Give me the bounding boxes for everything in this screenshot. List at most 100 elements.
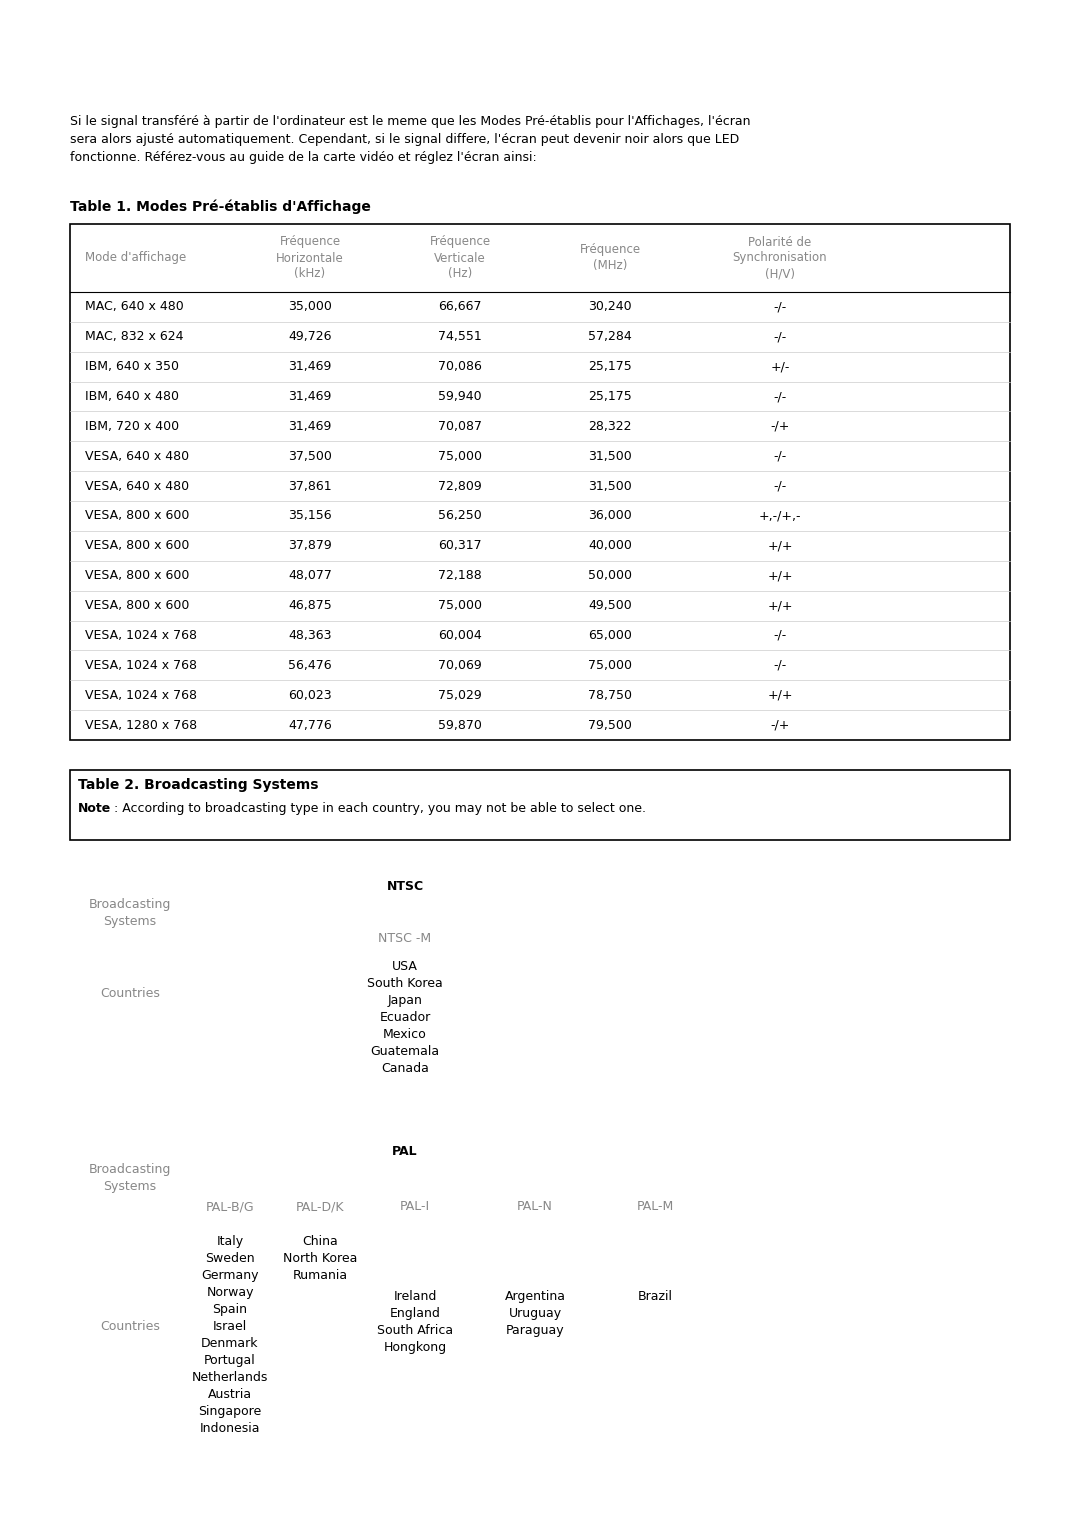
Text: China
North Korea
Rumania: China North Korea Rumania (283, 1235, 357, 1282)
Text: VESA, 800 x 600: VESA, 800 x 600 (85, 509, 189, 523)
Text: PAL-B/G: PAL-B/G (205, 1199, 254, 1213)
Text: IBM, 640 x 350: IBM, 640 x 350 (85, 361, 179, 373)
Text: 35,000: 35,000 (288, 301, 332, 313)
Text: Polarité de
Synchronisation
(H/V): Polarité de Synchronisation (H/V) (732, 235, 827, 281)
Text: 25,175: 25,175 (589, 390, 632, 403)
Text: +/+: +/+ (767, 689, 793, 701)
Text: 56,476: 56,476 (288, 659, 332, 672)
Text: 56,250: 56,250 (438, 509, 482, 523)
Text: Broadcasting
Systems: Broadcasting Systems (89, 898, 172, 927)
Text: 36,000: 36,000 (589, 509, 632, 523)
Bar (70, 770, 1010, 840)
Text: 75,000: 75,000 (438, 449, 482, 463)
Text: VESA, 640 x 480: VESA, 640 x 480 (85, 449, 189, 463)
Text: Si le signal transféré à partir de l'ordinateur est le meme que les Modes Pré-ét: Si le signal transféré à partir de l'ord… (70, 115, 751, 128)
Text: 60,317: 60,317 (438, 539, 482, 552)
Text: 31,469: 31,469 (288, 361, 332, 373)
Text: 31,469: 31,469 (288, 390, 332, 403)
Text: Italy
Sweden
Germany
Norway
Spain
Israel
Denmark
Portugal
Netherlands
Austria
Si: Italy Sweden Germany Norway Spain Israel… (192, 1235, 268, 1435)
Text: -/+: -/+ (770, 420, 789, 432)
Text: 31,469: 31,469 (288, 420, 332, 432)
Text: sera alors ajusté automatiquement. Cependant, si le signal differe, l'écran peut: sera alors ajusté automatiquement. Cepen… (70, 133, 739, 147)
Text: Fréquence
(MHz): Fréquence (MHz) (580, 243, 640, 272)
Text: 35,156: 35,156 (288, 509, 332, 523)
Text: 59,940: 59,940 (438, 390, 482, 403)
Text: Mode d'affichage: Mode d'affichage (85, 252, 186, 264)
Text: -/-: -/- (773, 301, 786, 313)
Text: 65,000: 65,000 (589, 630, 632, 642)
Text: PAL-I: PAL-I (400, 1199, 430, 1213)
Text: 37,879: 37,879 (288, 539, 332, 552)
Text: PAL-N: PAL-N (517, 1199, 553, 1213)
Text: +/+: +/+ (767, 539, 793, 552)
Text: +/+: +/+ (767, 599, 793, 613)
Text: 28,322: 28,322 (589, 420, 632, 432)
Text: 31,500: 31,500 (589, 449, 632, 463)
Text: 50,000: 50,000 (588, 570, 632, 582)
Text: 31,500: 31,500 (589, 480, 632, 492)
Text: 70,069: 70,069 (438, 659, 482, 672)
Text: 48,363: 48,363 (288, 630, 332, 642)
Text: 70,086: 70,086 (438, 361, 482, 373)
Text: 37,861: 37,861 (288, 480, 332, 492)
Text: MAC, 832 x 624: MAC, 832 x 624 (85, 330, 184, 344)
Text: 70,087: 70,087 (438, 420, 482, 432)
Text: IBM, 640 x 480: IBM, 640 x 480 (85, 390, 179, 403)
Text: Table 1. Modes Pré-établis d'Affichage: Table 1. Modes Pré-établis d'Affichage (70, 200, 370, 214)
Text: VESA, 800 x 600: VESA, 800 x 600 (85, 599, 189, 613)
Text: Countries: Countries (100, 1320, 160, 1332)
Text: +/+: +/+ (767, 570, 793, 582)
Bar (70, 225, 1010, 740)
Text: PAL-M: PAL-M (636, 1199, 674, 1213)
Text: : According to broadcasting type in each country, you may not be able to select : : According to broadcasting type in each… (110, 802, 646, 814)
Text: 72,809: 72,809 (438, 480, 482, 492)
Text: Note: Note (78, 802, 111, 814)
Text: fonctionne. Référez-vous au guide de la carte vidéo et réglez l'écran ainsi:: fonctionne. Référez-vous au guide de la … (70, 151, 537, 163)
Text: VESA, 1024 x 768: VESA, 1024 x 768 (85, 689, 197, 701)
Text: 46,875: 46,875 (288, 599, 332, 613)
Text: 60,023: 60,023 (288, 689, 332, 701)
Text: 79,500: 79,500 (589, 718, 632, 732)
Text: 72,188: 72,188 (438, 570, 482, 582)
Text: 75,000: 75,000 (438, 599, 482, 613)
Text: -/-: -/- (773, 449, 786, 463)
Text: Fréquence
Horizontale
(kHz): Fréquence Horizontale (kHz) (276, 235, 343, 281)
Text: VESA, 800 x 600: VESA, 800 x 600 (85, 570, 189, 582)
Text: 78,750: 78,750 (588, 689, 632, 701)
Text: -/-: -/- (773, 659, 786, 672)
Text: 49,500: 49,500 (589, 599, 632, 613)
Text: 66,667: 66,667 (438, 301, 482, 313)
Text: 30,240: 30,240 (589, 301, 632, 313)
Text: Countries: Countries (100, 987, 160, 999)
Text: VESA, 1024 x 768: VESA, 1024 x 768 (85, 659, 197, 672)
Text: PAL-D/K: PAL-D/K (296, 1199, 345, 1213)
Text: NTSC -M: NTSC -M (378, 932, 432, 944)
Text: PAL: PAL (392, 1144, 418, 1158)
Text: -/-: -/- (773, 480, 786, 492)
Text: 60,004: 60,004 (438, 630, 482, 642)
Text: 75,000: 75,000 (588, 659, 632, 672)
Text: VESA, 1280 x 768: VESA, 1280 x 768 (85, 718, 198, 732)
Text: IBM, 720 x 400: IBM, 720 x 400 (85, 420, 179, 432)
Text: +,-/+,-: +,-/+,- (759, 509, 801, 523)
Text: Fréquence
Verticale
(Hz): Fréquence Verticale (Hz) (430, 235, 490, 281)
Text: NTSC: NTSC (387, 880, 423, 892)
Text: 75,029: 75,029 (438, 689, 482, 701)
Text: Broadcasting
Systems: Broadcasting Systems (89, 1163, 172, 1193)
Text: Brazil: Brazil (637, 1290, 673, 1303)
Text: Ireland
England
South Africa
Hongkong: Ireland England South Africa Hongkong (377, 1290, 454, 1354)
Text: 57,284: 57,284 (589, 330, 632, 344)
Text: 74,551: 74,551 (438, 330, 482, 344)
Text: -/-: -/- (773, 390, 786, 403)
Text: 49,726: 49,726 (288, 330, 332, 344)
Text: -/+: -/+ (770, 718, 789, 732)
Text: Argentina
Uruguay
Paraguay: Argentina Uruguay Paraguay (504, 1290, 566, 1337)
Text: 37,500: 37,500 (288, 449, 332, 463)
Text: -/-: -/- (773, 330, 786, 344)
Text: USA
South Korea
Japan
Ecuador
Mexico
Guatemala
Canada: USA South Korea Japan Ecuador Mexico Gua… (367, 960, 443, 1076)
Text: Table 2. Broadcasting Systems: Table 2. Broadcasting Systems (78, 778, 319, 792)
Text: 59,870: 59,870 (438, 718, 482, 732)
Text: VESA, 800 x 600: VESA, 800 x 600 (85, 539, 189, 552)
Text: VESA, 1024 x 768: VESA, 1024 x 768 (85, 630, 197, 642)
Text: +/-: +/- (770, 361, 789, 373)
